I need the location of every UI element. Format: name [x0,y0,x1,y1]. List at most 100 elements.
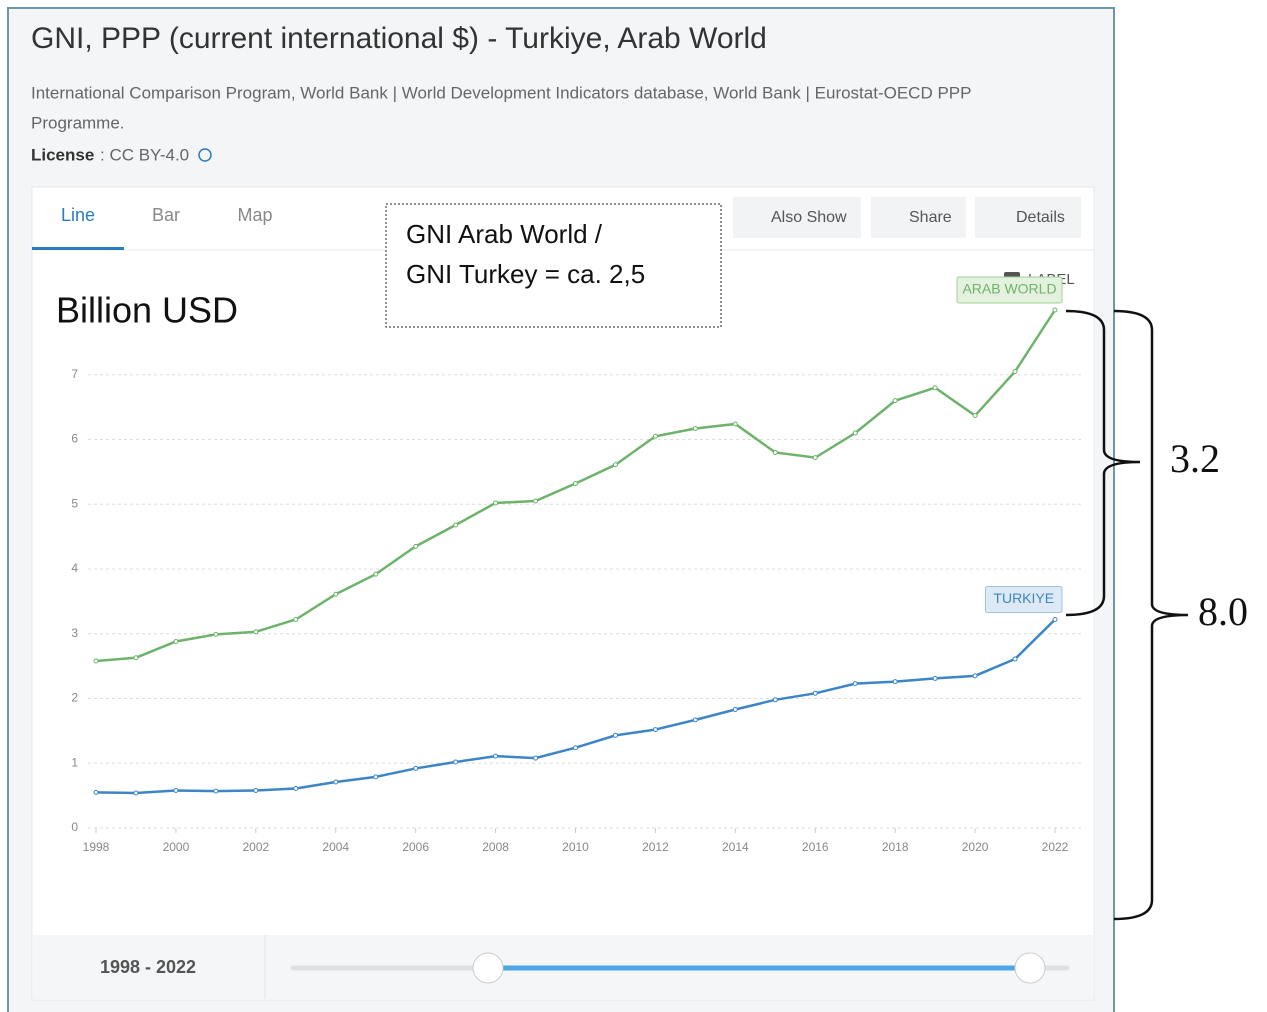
y-tick-label: 0 [71,820,78,834]
point [533,755,539,761]
point [133,790,139,796]
button[interactable] [871,197,966,238]
point [293,617,299,623]
tab-underline [32,247,124,250]
slider-handle[interactable] [1014,952,1046,984]
range-label: 1998 - 2022 [100,957,196,977]
y-tick-label: 7 [71,367,78,381]
series-label: ARAB WORLD [962,281,1056,297]
point [453,759,459,765]
point [772,449,778,455]
point [93,658,99,664]
point [573,481,578,487]
point [812,455,818,461]
bracket-label: 8.0 [1198,589,1248,634]
y-tick-label: 3 [71,626,78,640]
point [732,707,738,713]
title: GNI, PPP (current international $) - Tur… [31,22,767,55]
x-tick-label: 2012 [642,840,669,854]
point [173,787,179,793]
x-tick-label: 2018 [882,840,909,854]
point [493,500,499,506]
y-tick-label: 1 [71,755,78,769]
point [253,787,259,793]
point [612,732,618,738]
point [1012,369,1018,375]
point [333,779,339,785]
y-tick-label: 4 [71,561,78,575]
point [253,629,259,635]
point [493,753,499,759]
button-label[interactable]: Also Show [771,209,847,226]
point [612,462,618,468]
x-tick-label: 2008 [482,840,509,854]
point [373,774,379,780]
series-label: TURKIYE [993,590,1054,606]
point [213,788,219,794]
bracket [1113,309,1189,921]
x-tick-label: 2016 [802,840,829,854]
point [932,675,938,681]
point [812,690,818,696]
series-label-box [956,276,1063,304]
bracket-label: 3.2 [1170,436,1220,481]
x-tick-label: 2010 [562,840,589,854]
x-tick-label: 2006 [402,840,429,854]
x-tick-label: 2004 [322,840,349,854]
point [533,498,539,504]
point [1052,617,1058,623]
y-tick-label: 2 [71,691,78,705]
point [692,717,698,723]
point [333,591,339,597]
x-tick-label: 2002 [242,840,269,854]
point [652,727,658,733]
unit-label: Billion USD [56,290,238,331]
y-tick-label: 6 [71,432,78,446]
point [93,789,99,795]
point [852,430,858,436]
point [692,425,698,431]
x-tick-label: 2014 [722,840,749,854]
point [133,655,139,661]
note-box [385,203,722,328]
point [413,543,419,549]
point [373,571,379,577]
point [892,679,898,685]
point [453,522,459,528]
license-value: : CC BY-4.0 [100,145,189,164]
point [173,639,179,645]
source: International Comparison Program, World … [31,83,971,102]
button-label[interactable]: Details [1016,209,1065,226]
x-tick-label: 2000 [163,840,190,854]
point [852,681,858,687]
info-icon[interactable] [198,148,212,162]
source: Programme. [31,113,125,132]
button[interactable] [733,197,861,238]
point [293,786,299,792]
point [732,421,738,427]
bracket [1065,309,1141,617]
slider-handle[interactable] [472,952,504,984]
button-label[interactable]: Share [909,209,952,226]
point [932,385,938,391]
note: GNI Arab World / [406,219,603,249]
tab[interactable]: Bar [152,205,180,225]
point [972,413,978,419]
tab[interactable]: Map [237,205,272,225]
point [1012,656,1018,662]
point [772,697,778,703]
point [573,745,578,751]
button[interactable] [975,197,1081,238]
series-label-box [985,586,1063,614]
point [1052,307,1058,313]
point [413,765,419,771]
point [652,433,658,439]
license-key: License [31,145,94,164]
y-tick-label: 5 [71,496,78,510]
x-tick-label: 2022 [1042,840,1069,854]
point [213,631,219,637]
x-tick-label: 2020 [962,840,989,854]
note: GNI Turkey = ca. 2,5 [406,259,645,289]
tab[interactable]: Line [61,205,95,225]
